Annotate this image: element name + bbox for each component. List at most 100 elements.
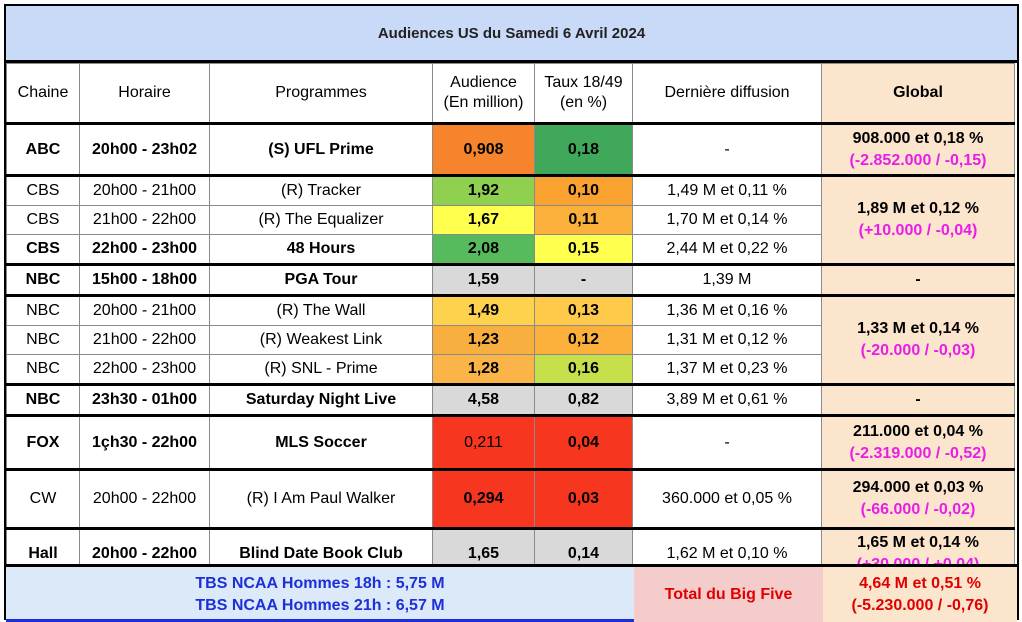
header-chaine: Chaine <box>6 63 80 125</box>
cell-taux: 0,15 <box>534 234 633 266</box>
big-five-total: 4,64 M et 0,51 % (-5.230.000 / -0,76) <box>823 567 1017 622</box>
header-taux-line1: Taux 18/49 <box>544 74 623 91</box>
table-row: CBS 22h00 - 23h00 48 Hours 2,08 0,15 2,4… <box>6 234 1015 266</box>
header-taux: Taux 18/49 (en %) <box>534 63 633 125</box>
cell-chaine: CBS <box>6 205 80 235</box>
cell-derniere: 1,39 M <box>632 264 822 297</box>
global-cbs-line1: 1,89 M et 0,12 % <box>857 200 979 217</box>
global-cbs-line2: (+10.000 / -0,04) <box>858 222 978 239</box>
cell-programme: 48 Hours <box>209 234 433 266</box>
table-row: CW 20h00 - 22h00 (R) I Am Paul Walker 0,… <box>6 469 1015 530</box>
cell-chaine: CBS <box>6 234 80 266</box>
cell-programme: (R) Tracker <box>209 175 433 206</box>
cell-horaire: 21h00 - 22h00 <box>79 325 210 355</box>
cell-horaire: 23h30 - 01h00 <box>79 384 210 417</box>
cell-programme: (R) The Equalizer <box>209 205 433 235</box>
footer-accent-bar <box>6 619 634 622</box>
cell-audience: 1,59 <box>432 264 535 297</box>
cell-programme: MLS Soccer <box>209 415 433 471</box>
cell-programme: PGA Tour <box>209 264 433 297</box>
cell-chaine: NBC <box>6 384 80 417</box>
header-global: Global <box>821 63 1015 125</box>
cell-derniere: - <box>632 123 822 177</box>
cell-horaire: 21h00 - 22h00 <box>79 205 210 235</box>
header-audience: Audience (En million) <box>432 63 535 125</box>
table-title: Audiences US du Samedi 6 Avril 2024 <box>6 6 1017 63</box>
big-five-label: Total du Big Five <box>634 567 824 622</box>
cell-derniere: 1,31 M et 0,12 % <box>632 325 822 355</box>
global-cw-line2: (-66.000 / -0,02) <box>860 501 976 518</box>
cell-audience: 0,908 <box>432 123 535 177</box>
cell-audience: 0,294 <box>432 469 535 530</box>
global-nbc-snl: - <box>821 384 1015 417</box>
header-taux-line2: (en %) <box>559 94 608 111</box>
cell-taux: 0,82 <box>534 384 633 417</box>
table-row: NBC 22h00 - 23h00 (R) SNL - Prime 1,28 0… <box>6 354 1015 386</box>
cell-horaire: 20h00 - 21h00 <box>79 295 210 326</box>
global-nbc-pga: - <box>821 264 1015 297</box>
cell-derniere: 2,44 M et 0,22 % <box>632 234 822 266</box>
header-row: Chaine Horaire Programmes Audience (En mi… <box>6 63 1015 125</box>
table-row: NBC 21h00 - 22h00 (R) Weakest Link 1,23 … <box>6 325 1015 355</box>
cell-horaire: 1çh30 - 22h00 <box>79 415 210 471</box>
cell-audience: 4,58 <box>432 384 535 417</box>
cell-derniere: 3,89 M et 0,61 % <box>632 384 822 417</box>
global-cw-line1: 294.000 et 0,03 % <box>852 479 984 496</box>
cell-audience: 0,211 <box>432 415 535 471</box>
cell-audience: 1,23 <box>432 325 535 355</box>
table-row: NBC 15h00 - 18h00 PGA Tour 1,59 - 1,39 M… <box>6 264 1015 297</box>
cell-horaire: 20h00 - 21h00 <box>79 175 210 206</box>
audience-table-frame: Audiences US du Samedi 6 Avril 2024 Chai… <box>4 4 1019 622</box>
cell-programme: Saturday Night Live <box>209 384 433 417</box>
cell-taux: 0,16 <box>534 354 633 386</box>
cell-derniere: 1,49 M et 0,11 % <box>632 175 822 206</box>
cell-derniere: 1,36 M et 0,16 % <box>632 295 822 326</box>
table-row: ABC 20h00 - 23h02 (S) UFL Prime 0,908 0,… <box>6 123 1015 177</box>
cell-programme: (R) Weakest Link <box>209 325 433 355</box>
cell-chaine: NBC <box>6 264 80 297</box>
big-five-line1: 4,64 M et 0,51 % <box>859 574 981 592</box>
cell-chaine: ABC <box>6 123 80 177</box>
cell-derniere: 1,37 M et 0,23 % <box>632 354 822 386</box>
cell-chaine: CW <box>6 469 80 530</box>
cell-chaine: FOX <box>6 415 80 471</box>
tbs-line-18h: TBS NCAA Hommes 18h : 5,75 M <box>195 574 445 592</box>
cell-programme: (R) I Am Paul Walker <box>209 469 433 530</box>
header-horaire: Horaire <box>79 63 210 125</box>
cell-taux: 0,03 <box>534 469 633 530</box>
cell-audience: 2,08 <box>432 234 535 266</box>
table-footer: TBS NCAA Hommes 18h : 5,75 M TBS NCAA Ho… <box>6 564 1017 622</box>
cell-derniere: - <box>632 415 822 471</box>
cell-programme: (R) SNL - Prime <box>209 354 433 386</box>
cell-chaine: CBS <box>6 175 80 206</box>
cell-audience: 1,67 <box>432 205 535 235</box>
cell-chaine: NBC <box>6 295 80 326</box>
cell-programme: (S) UFL Prime <box>209 123 433 177</box>
cell-taux: 0,18 <box>534 123 633 177</box>
header-derniere-diffusion: Dernière diffusion <box>632 63 822 125</box>
global-fox-line2: (-2.319.000 / -0,52) <box>849 444 987 462</box>
cell-programme: (R) The Wall <box>209 295 433 326</box>
big-five-line2: (-5.230.000 / -0,76) <box>851 596 989 614</box>
cell-horaire: 15h00 - 18h00 <box>79 264 210 297</box>
table-row: NBC 23h30 - 01h00 Saturday Night Live 4,… <box>6 384 1015 417</box>
cell-chaine: NBC <box>6 354 80 386</box>
tbs-info: TBS NCAA Hommes 18h : 5,75 M TBS NCAA Ho… <box>6 567 635 622</box>
cell-taux: 0,12 <box>534 325 633 355</box>
global-cbs: 1,89 M et 0,12 % (+10.000 / -0,04) <box>821 175 1015 266</box>
cell-audience: 1,49 <box>432 295 535 326</box>
cell-taux: 0,11 <box>534 205 633 235</box>
table-row: FOX 1çh30 - 22h00 MLS Soccer 0,211 0,04 … <box>6 415 1015 471</box>
cell-derniere: 1,70 M et 0,14 % <box>632 205 822 235</box>
header-audience-line2: (En million) <box>443 94 524 111</box>
cell-horaire: 20h00 - 23h02 <box>79 123 210 177</box>
audience-table: Chaine Horaire Programmes Audience (En mi… <box>6 63 1015 579</box>
table-row: NBC 20h00 - 21h00 (R) The Wall 1,49 0,13… <box>6 295 1015 386</box>
cell-taux: 0,10 <box>534 175 633 206</box>
cell-horaire: 20h00 - 22h00 <box>79 469 210 530</box>
table-row: CBS 21h00 - 22h00 (R) The Equalizer 1,67… <box>6 205 1015 235</box>
global-abc: 908.000 et 0,18 % (-2.852.000 / -0,15) <box>821 123 1015 177</box>
global-abc-line2: (-2.852.000 / -0,15) <box>849 151 987 169</box>
cell-taux: - <box>534 264 633 297</box>
global-hall-line1: 1,65 M et 0,14 % <box>857 534 979 551</box>
